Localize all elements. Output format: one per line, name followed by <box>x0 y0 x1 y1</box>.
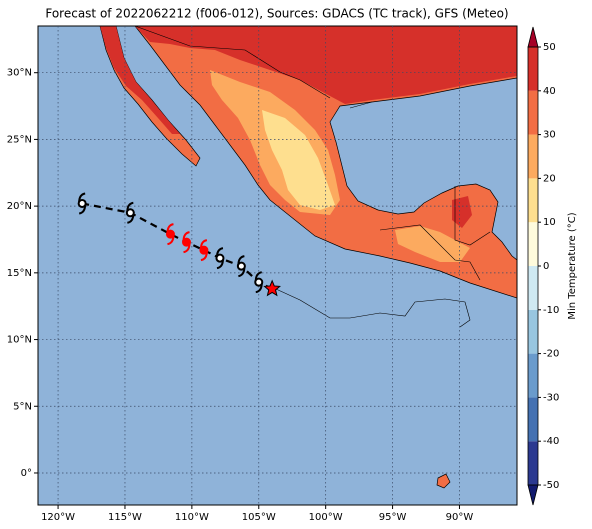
y-tick-label: 15°N <box>7 268 32 279</box>
track-line <box>81 202 273 290</box>
title: Forecast of 2022062212 (f006-012), Sourc… <box>45 7 508 21</box>
x-tick-label: 110°W <box>175 512 209 523</box>
x-tick-label: 120°W <box>41 512 75 523</box>
colorbar-label: Min Temperature (°C) <box>567 212 578 319</box>
colorbar-tick-label: -30 <box>543 392 559 403</box>
track-point <box>215 247 225 270</box>
track-point <box>254 271 264 294</box>
track-point <box>236 255 246 278</box>
cyclone-eye <box>215 253 225 263</box>
colorbar-band <box>528 309 538 354</box>
colorbar-band <box>528 47 538 91</box>
colorbar-band <box>528 134 538 179</box>
track-point <box>199 239 209 262</box>
colorbar-band <box>528 222 538 266</box>
track-point <box>182 231 192 254</box>
colorbar-tick-label: 30 <box>543 130 556 141</box>
map-frame <box>37 25 518 506</box>
colorbar-tick-label: 40 <box>543 86 556 97</box>
y-tick-label: 20°N <box>7 201 32 212</box>
x-tick-label: 100°W <box>309 512 343 523</box>
y-tick-label: 30°N <box>7 68 32 79</box>
x-tick-label: 115°W <box>108 512 142 523</box>
colorbar-band <box>528 178 538 223</box>
colorbar-extend-low <box>527 484 539 506</box>
colorbar-tick-label: 50 <box>543 42 556 53</box>
colorbar-band <box>528 353 538 398</box>
cyclone-eye <box>254 277 264 287</box>
colorbar-band <box>528 441 538 485</box>
track-point <box>165 223 175 246</box>
track-point <box>263 279 281 297</box>
cyclone-eye <box>165 229 175 239</box>
x-tick-label: 105°W <box>242 512 276 523</box>
track-point <box>77 192 87 215</box>
cyclone-eye <box>125 208 135 218</box>
cyclone-eye <box>236 261 246 271</box>
cyclone-eye <box>199 245 209 255</box>
cyclone-eye <box>182 237 192 247</box>
colorbar-tick-label: 0 <box>543 261 549 272</box>
track-point <box>125 201 135 224</box>
colorbar-extend-high <box>527 26 539 48</box>
colorbar-tick-label: 10 <box>543 217 556 228</box>
x-tick-label: 95°W <box>379 512 407 523</box>
y-tick-label: 25°N <box>7 134 32 145</box>
y-tick-label: 10°N <box>7 335 32 346</box>
colorbar-tick-label: -10 <box>543 305 559 316</box>
star-marker <box>263 279 281 297</box>
colorbar-tick-label: -40 <box>543 436 559 447</box>
colorbar-tick-label: 20 <box>543 173 556 184</box>
colorbar-band <box>528 90 538 135</box>
colorbar-band <box>528 397 538 442</box>
x-tick-label: 90°W <box>446 512 474 523</box>
cyclone-eye <box>77 198 87 208</box>
colorbar-band <box>528 266 538 310</box>
y-tick-label: 5°N <box>13 401 32 412</box>
colorbar-tick-label: -20 <box>543 349 559 360</box>
colorbar-tick-label: -50 <box>543 480 559 491</box>
y-tick-label: 0° <box>21 468 32 479</box>
